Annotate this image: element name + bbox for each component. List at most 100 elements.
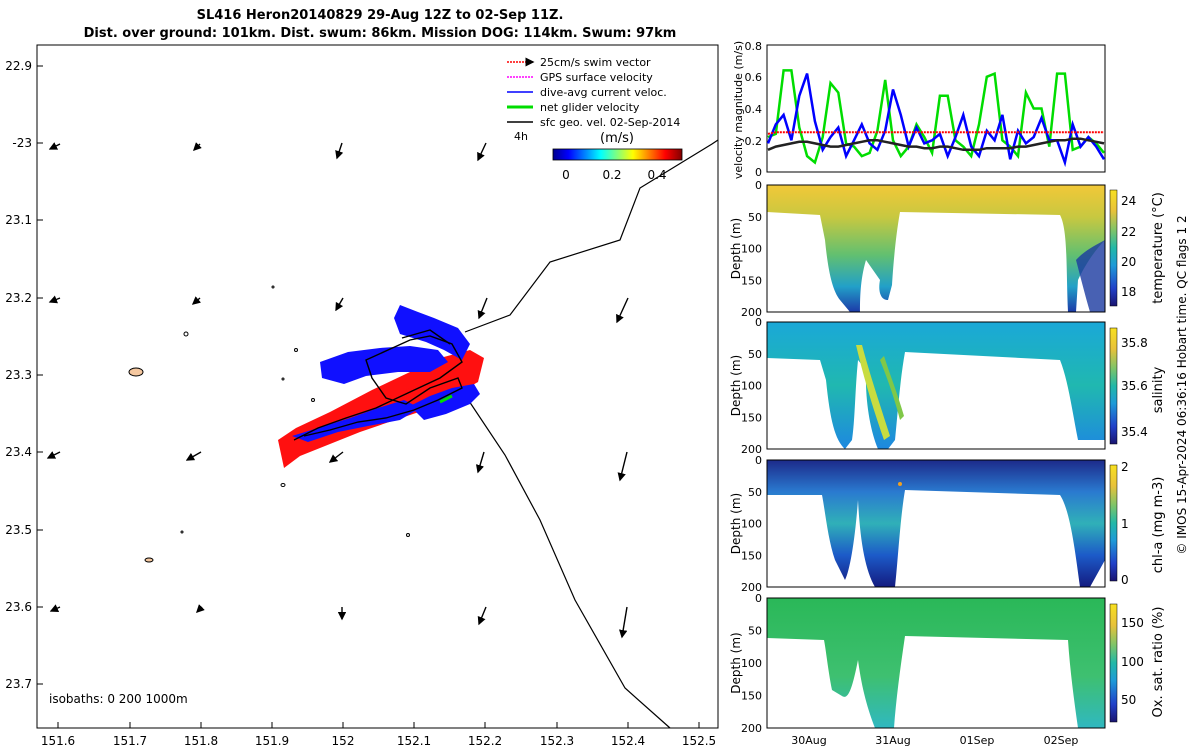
vel-y-tick: 0.6 (745, 71, 763, 84)
depth-tick: 200 (741, 443, 762, 456)
map-y-tick: 23.3 (5, 368, 32, 382)
map-panel: 151.6 151.7 151.8 151.9 152 152.1 152.2 … (5, 44, 719, 748)
reef-patch (183, 331, 189, 337)
chl-c-tick: 2 (1121, 460, 1129, 474)
vel-y-tick: 0.4 (745, 103, 763, 116)
salinity-colorbar (1109, 327, 1118, 445)
salinity-field (767, 322, 1105, 449)
depth-tick: 50 (748, 348, 762, 361)
reef-patch (128, 367, 144, 377)
depth-tick: 150 (741, 274, 762, 287)
map-x-tick: 151.8 (184, 734, 218, 748)
depth-tick: 0 (755, 316, 762, 329)
velocity-panel: 0 0.2 0.4 0.6 0.8 velocity magnitude (m/… (732, 40, 1106, 179)
salinity-high-streak (880, 356, 904, 420)
depth-tick: 50 (748, 486, 762, 499)
depth-axis-label: Depth (m) (729, 493, 743, 554)
depth-tick: 150 (741, 690, 762, 703)
depth-tick: 50 (748, 625, 762, 638)
ox-c-tick: 50 (1121, 693, 1136, 707)
depth-tick: 200 (741, 581, 762, 594)
map-x-tick: 152 (332, 734, 355, 748)
velocity-lines (766, 69, 1106, 168)
map-y-tick: 23.5 (5, 523, 32, 537)
map-y-tick: 23.2 (5, 291, 32, 305)
map-y-tick: -23 (12, 136, 32, 150)
temp-c-tick: 22 (1121, 225, 1136, 239)
reef-patch (294, 348, 298, 352)
depth-tick: 100 (741, 243, 762, 256)
velocity-series-swim-vector (767, 131, 1104, 135)
oxygen-field (767, 598, 1105, 728)
depth-tick: 0 (755, 454, 762, 467)
reef-patch (180, 530, 184, 534)
map-x-tick: 152.5 (682, 734, 716, 748)
figure-title-line1: SL416 Heron20140829 29-Aug 12Z to 02-Sep… (196, 8, 564, 23)
figure-title-line2: Dist. over ground: 101km. Dist. swum: 86… (83, 26, 677, 41)
vel-y-tick: 0.8 (745, 40, 763, 53)
reef-patch (271, 285, 275, 289)
temperature-colorbar (1109, 189, 1118, 307)
speed-colorbar (552, 148, 683, 161)
chlorophyll-panel: 0 1 2 chl-a (mg m-3) (766, 459, 1166, 588)
net-velocity-mark (439, 394, 453, 404)
temp-c-tick: 24 (1121, 194, 1136, 208)
chl-c-tick: 0 (1121, 573, 1129, 587)
vel-y-tick: 0.2 (745, 135, 763, 148)
depth-tick: 200 (741, 306, 762, 319)
depth-tick: 150 (741, 411, 762, 424)
map-x-tick: 152.3 (540, 734, 574, 748)
sal-c-tick: 35.6 (1121, 379, 1148, 393)
depth-axis-label: Depth (m) (729, 632, 743, 693)
depth-axis-label: Depth (m) (729, 218, 743, 279)
map-x-tick: 151.9 (255, 734, 289, 748)
map-y-tick: 23.4 (5, 445, 32, 459)
sal-c-label: salinity (1151, 366, 1166, 413)
map-y-tick: 23.7 (5, 677, 32, 691)
colorbar-tick: 0.4 (647, 168, 666, 182)
map-legend: 25cm/s swim vector GPS surface velocity … (507, 56, 683, 182)
depth-tick: 100 (741, 657, 762, 670)
map-y-tick: 23.6 (5, 600, 32, 614)
reef-patch (144, 557, 154, 563)
colorbar-unit: (m/s) (600, 131, 634, 146)
legend-label: net glider velocity (540, 101, 640, 114)
depth-tick: 50 (748, 211, 762, 224)
ox-c-tick: 150 (1121, 616, 1144, 630)
vel-y-tick: 0 (755, 166, 762, 179)
time-tick: 31Aug (875, 734, 910, 747)
velocity-series-sfc-geo-vel- (767, 137, 1105, 152)
time-tick: 30Aug (791, 734, 826, 747)
current-vector-blobs (292, 305, 480, 442)
vel-y-label: velocity magnitude (m/s) (732, 41, 745, 179)
depth-tick: 0 (755, 179, 762, 192)
isobath-line-north (464, 139, 719, 333)
isobath-note: isobaths: 0 200 1000m (49, 692, 188, 706)
temperature-field (767, 185, 1105, 312)
map-y-tick: 22.9 (5, 59, 32, 73)
chlorophyll-field (767, 460, 1105, 587)
legend-label: GPS surface velocity (540, 71, 653, 84)
duration-label: 4h (514, 130, 528, 143)
oxygen-panel: 50 100 150 Ox. sat. ratio (%) 30Aug 31Au… (766, 597, 1166, 747)
reef-patch (311, 398, 315, 402)
temp-c-tick: 18 (1121, 285, 1136, 299)
depth-tick: 100 (741, 518, 762, 531)
glider-track (293, 335, 463, 441)
oxygen-colorbar (1109, 603, 1118, 723)
depth-tick: 150 (741, 549, 762, 562)
temp-c-label: temperature (°C) (1151, 192, 1166, 304)
temp-c-tick: 20 (1121, 255, 1136, 269)
depth-tick: 200 (741, 722, 762, 735)
reef-patch (406, 533, 410, 537)
chlorophyll-colorbar (1109, 464, 1118, 582)
map-x-tick: 151.6 (41, 734, 75, 748)
salinity-panel: 35.4 35.6 35.8 salinity (766, 321, 1166, 450)
reef-patch (281, 377, 285, 381)
depth-tick: 0 (755, 592, 762, 605)
geo-velocity-arrows (46, 142, 629, 639)
map-ticks (37, 65, 700, 728)
velocity-series-dive-avg-current (766, 73, 1106, 168)
colorbar-tick: 0 (562, 168, 570, 182)
